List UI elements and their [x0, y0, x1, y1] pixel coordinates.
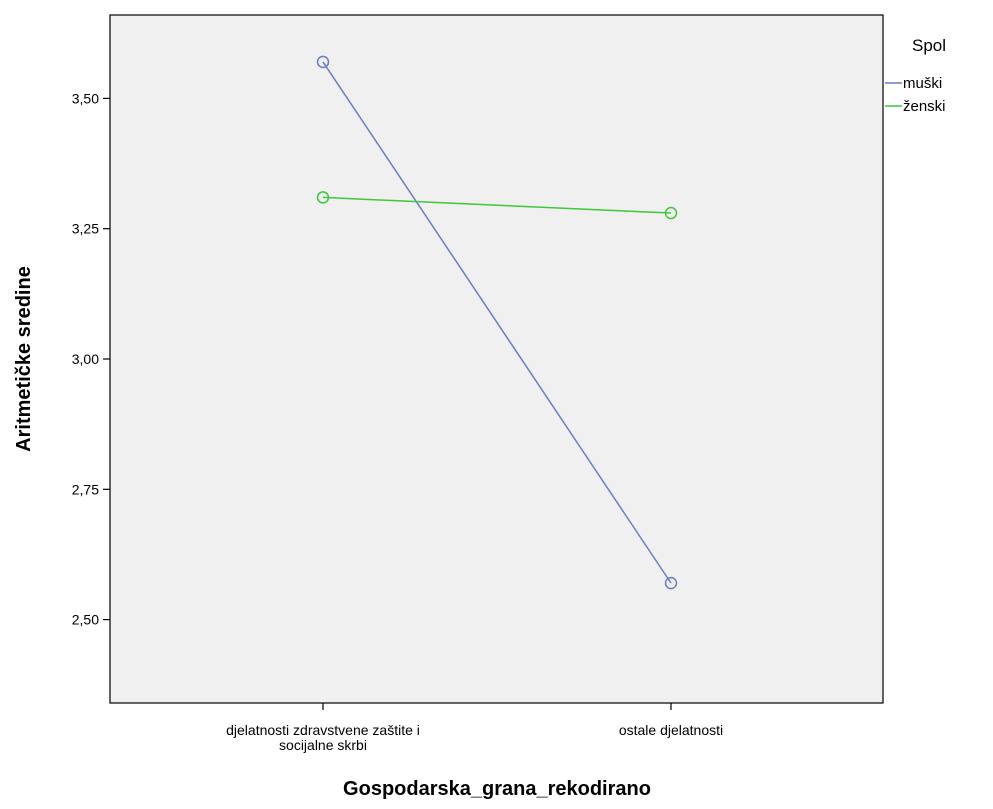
- y-tick-label: 3,50: [72, 90, 99, 106]
- plot-area: [109, 14, 884, 704]
- data-point: [664, 206, 678, 220]
- x-tick-label: djelatnosti zdravstvene zaštite i: [226, 722, 420, 738]
- x-axis: djelatnosti zdravstvene zaštite isocijal…: [226, 703, 723, 753]
- legend: Spol muški ženski: [885, 36, 946, 115]
- x-tick-label: socijalne skrbi: [279, 737, 367, 753]
- data-point: [316, 191, 330, 204]
- y-axis: 2,50 2,75 3,00 3,25 3,50: [72, 90, 110, 628]
- series-layer: [316, 55, 678, 590]
- data-point: [316, 55, 330, 69]
- legend-title: Spol: [912, 36, 946, 55]
- y-tick-label: 3,25: [72, 221, 99, 237]
- series-line-muski: [322, 61, 672, 584]
- y-tick-label: 2,50: [72, 612, 99, 628]
- x-axis-title: Gospodarska_grana_rekodirano: [343, 778, 651, 800]
- series-line-zenski: [322, 196, 672, 214]
- y-axis-title: Aritmetičke sredine: [13, 266, 35, 452]
- x-tick-label: ostale djelatnosti: [619, 722, 723, 738]
- y-tick-label: 3,00: [72, 351, 99, 367]
- legend-label-muski: muški: [903, 75, 942, 92]
- y-tick-label: 2,75: [72, 481, 99, 497]
- data-point: [664, 576, 678, 590]
- legend-label-zenski: ženski: [903, 98, 946, 115]
